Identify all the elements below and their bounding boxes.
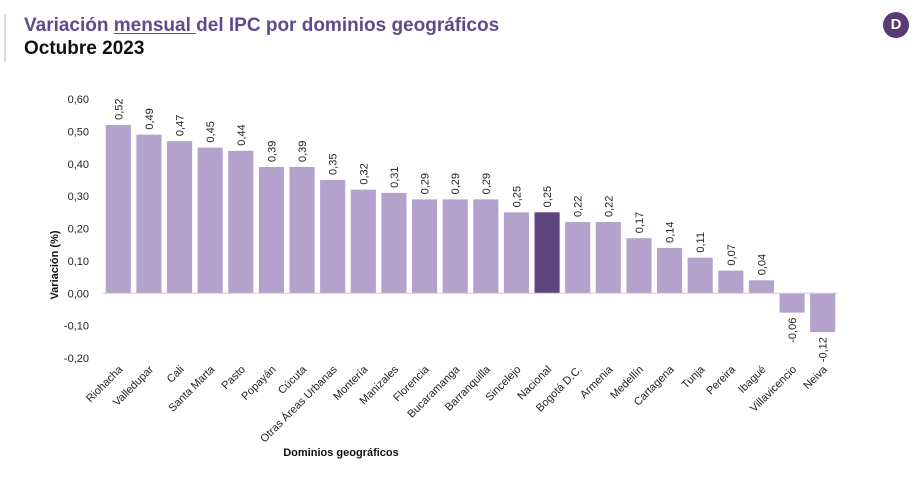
x-tick-label: Tunja: [680, 363, 708, 391]
y-axis-ticks: 0,60 0,50 0,40 0,30 0,20 0,10 0,00 -0,10 -0,20: [64, 94, 89, 365]
bar-cali: [167, 141, 193, 294]
chart-title: Variación mensual del IPC por dominios g…: [24, 14, 499, 38]
bar-santa-marta: [197, 147, 223, 294]
value-labels: 0,52 0,49 0,47 0,45 0,44 0,39 0,39 0,35 0,32 0,31…: [113, 98, 829, 362]
bar-tunja: [687, 257, 713, 294]
dane-logo-icon: D: [883, 12, 909, 38]
y-tick-label: -0,20: [64, 353, 89, 365]
bar-villavicencio: [779, 293, 805, 313]
y-tick-label: 0,40: [68, 159, 89, 171]
bar-popayán: [258, 166, 284, 294]
bar-riohacha: [105, 124, 131, 294]
value-label: 0,22: [573, 196, 585, 217]
value-label: 0,39: [297, 141, 309, 162]
value-label: 0,22: [603, 196, 615, 217]
bar-barranquilla: [473, 199, 499, 294]
bar-armenia: [595, 222, 621, 294]
y-axis-label: Variación (%): [49, 230, 61, 299]
bar-medellín: [626, 238, 652, 294]
bar-nacional: [534, 212, 560, 294]
value-label: 0,29: [450, 173, 462, 194]
title-accent-bar: [4, 14, 6, 62]
bar-pasto: [228, 150, 254, 294]
value-label: 0,17: [634, 212, 646, 233]
x-tick-label: Pasto: [220, 364, 248, 392]
value-label: 0,52: [113, 98, 125, 119]
bar-bucaramanga: [442, 199, 468, 294]
bar-valledupar: [136, 134, 162, 294]
bar-sincelejo: [503, 212, 529, 294]
y-tick-label: 0,00: [68, 288, 89, 300]
bar-neiva: [810, 293, 836, 333]
value-label: 0,11: [695, 232, 707, 253]
value-label: 0,29: [481, 173, 493, 194]
x-tick-label: Cali: [165, 364, 187, 386]
value-label: 0,35: [328, 154, 340, 175]
bar-manizales: [381, 192, 407, 294]
bar-florencia: [412, 199, 438, 294]
value-label: 0,14: [665, 222, 677, 243]
value-label: 0,39: [266, 141, 278, 162]
title-part-1: Variación: [24, 15, 114, 36]
y-tick-label: -0,10: [64, 321, 89, 333]
value-label: 0,25: [542, 186, 554, 207]
x-axis-label: Dominios geográficos: [283, 447, 399, 459]
x-tick-label: Pereira: [704, 363, 738, 397]
chart-subtitle: Octubre 2023: [24, 38, 145, 59]
value-label: 0,07: [726, 244, 738, 265]
value-label: 0,49: [144, 108, 156, 129]
y-tick-label: 0,10: [68, 256, 89, 268]
bars-group: [105, 124, 836, 333]
value-label: 0,25: [511, 186, 523, 207]
value-label: 0,44: [236, 124, 248, 145]
value-label: -0,06: [787, 318, 799, 343]
y-tick-label: 0,20: [68, 224, 89, 236]
value-label: 0,32: [358, 163, 370, 184]
bar-cúcuta: [289, 166, 315, 294]
value-label: 0,04: [756, 254, 768, 275]
value-label: 0,47: [175, 115, 187, 136]
value-label: -0,12: [818, 337, 830, 362]
y-tick-label: 0,50: [68, 126, 89, 138]
y-tick-label: 0,30: [68, 191, 89, 203]
title-part-2: del IPC por dominios geográficos: [196, 15, 500, 36]
bar-montería: [350, 189, 376, 294]
bar-cartagena: [657, 247, 683, 294]
x-tick-label: Neiva: [801, 363, 830, 392]
value-label: 0,45: [205, 121, 217, 142]
bar-bogotá-d-c-: [565, 222, 591, 294]
y-tick-label: 0,60: [68, 94, 89, 106]
title-underlined-word: mensual: [113, 15, 197, 36]
value-label: 0,31: [389, 166, 401, 187]
value-label: 0,29: [420, 173, 432, 194]
bar-pereira: [718, 270, 744, 294]
bar-ibagué: [748, 280, 774, 294]
bar-otras-áreas-urbanas: [320, 179, 346, 294]
